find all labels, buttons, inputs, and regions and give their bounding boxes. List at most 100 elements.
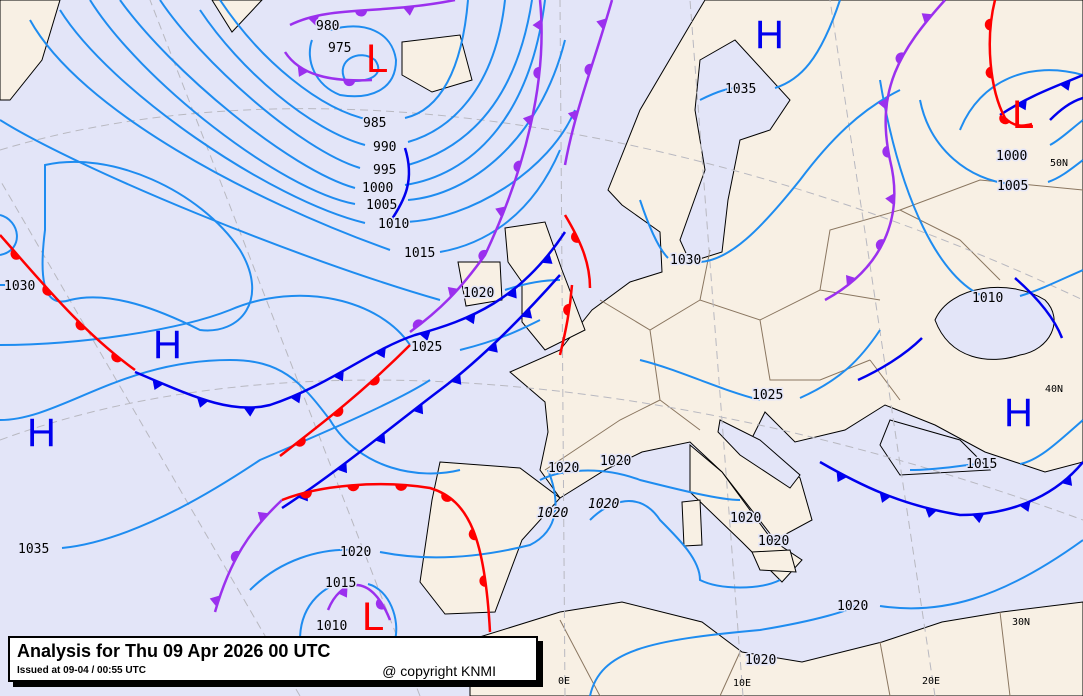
isobar-1020-iberia (249, 469, 557, 591)
sicily-land (751, 549, 797, 573)
isobar-label: 1020 (340, 545, 371, 560)
isobar-label: 1010 (378, 217, 409, 232)
front-semicircle-marker (347, 484, 360, 492)
front-semicircle-marker (985, 66, 993, 79)
isobar-label: 1010 (972, 291, 1003, 306)
front-semicircle-marker (478, 249, 488, 261)
front-semicircle-marker (375, 598, 385, 610)
front-semicircle-marker (343, 79, 356, 87)
cold-front (1014, 277, 1064, 339)
front-triangle-marker (197, 397, 209, 408)
front-semicircle-marker (355, 10, 368, 17)
front-triangle-marker (375, 347, 386, 359)
isobar-label: 1010 (316, 619, 347, 634)
front-triangle-marker (885, 193, 895, 206)
grid-label-10e: 10E (733, 678, 751, 689)
isobar-label: 1000 (362, 181, 393, 196)
caption-box: Analysis for Thu 09 Apr 2026 00 UTC Issu… (8, 636, 538, 682)
isobar-label: 1020 (745, 653, 776, 668)
occluded-front (213, 499, 283, 613)
pressure-centers: H H H H L L L (27, 13, 1034, 639)
front-semicircle-marker (533, 66, 541, 79)
grid-label-30n: 30N (1012, 617, 1030, 628)
front-triangle-marker (307, 15, 320, 26)
front-triangle-marker (921, 13, 933, 24)
country-borders (544, 179, 1083, 696)
high-center: H (755, 13, 784, 57)
isobar-label: 1035 (725, 82, 756, 97)
isobar-1015-east (909, 419, 1083, 471)
front-triangle-marker (836, 471, 848, 483)
grid-label-0e: 0E (558, 676, 570, 687)
front-semicircle-marker (295, 437, 306, 447)
isobar-label: 1020 (588, 497, 619, 512)
warm-front (558, 284, 574, 356)
isobar-label: 985 (363, 116, 386, 131)
warm-front (988, 0, 1033, 127)
high-center: H (27, 411, 56, 455)
great-britain-land (504, 221, 586, 351)
front-triangle-marker (412, 403, 424, 415)
front-triangle-marker (257, 511, 269, 523)
map-title: Analysis for Thu 09 Apr 2026 00 UTC (17, 641, 331, 661)
front-triangle-marker (596, 18, 607, 30)
isobar-label: 1020 (758, 534, 789, 549)
front-semicircle-marker (882, 145, 890, 158)
isobar-1020-med (539, 469, 781, 589)
front-semicircle-marker (395, 484, 408, 491)
ireland-land (457, 261, 503, 307)
front-triangle-marker (487, 342, 498, 353)
isobar-1030-north (639, 89, 901, 263)
isobar-label: 1020 (537, 506, 568, 521)
isobar-label: 1000 (996, 149, 1027, 164)
front-triangle-marker (333, 370, 344, 382)
black-sea (934, 287, 1055, 360)
grid-labels: 0E 10E 20E 30N 40N 50N (558, 158, 1068, 689)
front-triangle-marker (419, 330, 431, 341)
front-semicircle-marker (571, 231, 580, 243)
front-semicircle-marker (42, 285, 53, 296)
north-africa-land (469, 601, 1083, 696)
front-triangle-marker (336, 462, 348, 474)
front-semicircle-marker (984, 18, 992, 31)
front-semicircle-marker (479, 574, 487, 587)
front-triangle-marker (495, 206, 506, 218)
isobar-label: 1005 (997, 179, 1028, 194)
isobar-1005-east (919, 99, 1083, 185)
isobar-995 (159, 0, 533, 169)
cold-front (819, 460, 1083, 517)
front-semicircle-marker (75, 320, 86, 331)
front-semicircle-marker (441, 492, 453, 502)
isobar-1025 (0, 294, 541, 351)
copyright: @ copyright KNMI (382, 663, 496, 679)
front-triangle-marker (209, 595, 221, 607)
front-semicircle-marker (111, 352, 122, 363)
isobar-label: 980 (316, 19, 339, 34)
isobar-labels: 980 975 985 990 995 1000 1005 1010 1015 … (3, 18, 1030, 670)
front-triangle-marker (243, 407, 256, 417)
isobar-1020-africa (589, 539, 1083, 696)
isobar-1015 (29, 19, 561, 253)
front-triangle-marker (567, 109, 579, 122)
cold-front (388, 147, 411, 223)
front-semicircle-marker (299, 491, 312, 499)
isobar-label: 1020 (463, 286, 494, 301)
front-triangle-marker (375, 433, 386, 444)
greenland-land (0, 0, 61, 101)
grid-label-40n: 40N (1045, 384, 1063, 395)
front-triangle-marker (877, 97, 888, 110)
high-center: H (153, 323, 182, 367)
front-triangle-marker (402, 6, 415, 16)
front-triangle-marker (845, 274, 857, 286)
front-triangle-marker (1016, 99, 1027, 111)
front-triangle-marker (297, 66, 309, 77)
isobar-1010-east (879, 79, 1083, 298)
front-semicircle-marker (230, 550, 240, 563)
front-triangle-marker (532, 18, 542, 31)
front-triangle-marker (447, 287, 459, 298)
isobar-label: 995 (373, 163, 396, 178)
front-triangle-marker (541, 253, 553, 264)
